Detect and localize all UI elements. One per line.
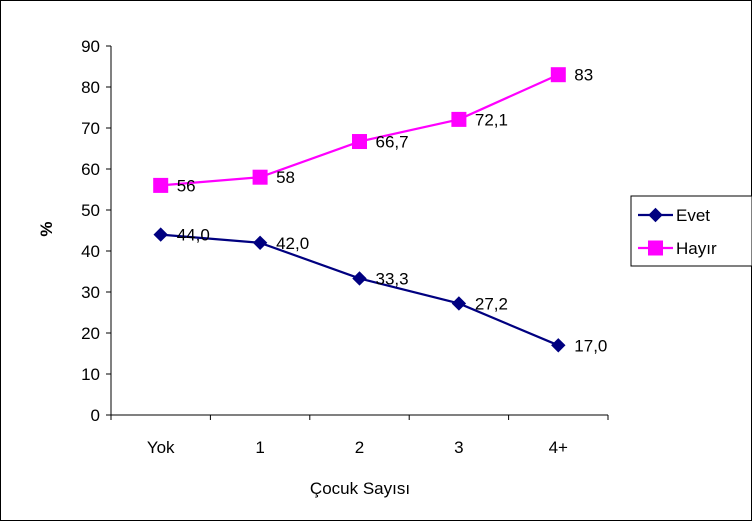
legend-marker-evet (648, 207, 663, 223)
data-label-hay-r: 83 (574, 66, 593, 85)
y-tick-label: 20 (81, 324, 100, 343)
x-tick-label: 3 (454, 438, 463, 457)
legend-marker-hay-r (648, 240, 663, 256)
x-tick-label: 1 (255, 438, 264, 457)
legend-item-evet: Evet (638, 206, 710, 225)
x-axis-title: Çocuk Sayısı (310, 479, 410, 498)
y-tick-label: 90 (81, 37, 100, 56)
data-label-evet: 42,0 (276, 234, 309, 253)
data-point-evet (352, 271, 367, 286)
legend-label-hay-r: Hayır (676, 239, 717, 258)
data-point-hay-r (451, 111, 467, 127)
y-tick-label: 0 (91, 406, 100, 425)
data-label-evet: 44,0 (177, 226, 210, 245)
data-point-hay-r (252, 169, 268, 185)
data-labels: 44,0 42,0 33,3 27,2 17,0 56 58 66,7 72,1 83 (177, 66, 608, 356)
data-point-evet (551, 338, 566, 353)
data-point-hay-r (352, 134, 367, 150)
data-label-hay-r: 56 (177, 176, 196, 195)
y-tick-label: 40 (81, 242, 100, 261)
y-tick-label: 30 (81, 283, 100, 302)
y-tick-label: 80 (81, 78, 100, 97)
data-point-evet (153, 227, 168, 242)
data-label-hay-r: 58 (276, 168, 295, 187)
y-tick-label: 70 (81, 119, 100, 138)
y-tick-label: 60 (81, 160, 100, 179)
legend-item-hay-r: Hayır (638, 239, 717, 258)
data-label-hay-r: 72,1 (475, 110, 508, 129)
y-tick-label: 50 (81, 201, 100, 220)
data-label-evet: 33,3 (376, 269, 409, 288)
y-axis-title: % (37, 221, 56, 236)
x-tick-label: 2 (355, 438, 364, 457)
data-point-hay-r (153, 177, 169, 193)
x-tick-label: Yok (147, 438, 175, 457)
data-label-evet: 27,2 (475, 294, 508, 313)
legend-label-evet: Evet (676, 206, 710, 225)
data-label-evet: 17,0 (574, 336, 607, 355)
series-hay-r (153, 67, 566, 193)
data-point-evet (252, 235, 268, 251)
data-point-evet (451, 296, 467, 311)
axes: 0 10 20 30 40 50 60 70 80 90 Yok 1 2 3 4+ (81, 37, 609, 457)
x-tick-label: 4+ (549, 438, 568, 457)
data-label-hay-r: 66,7 (376, 133, 409, 152)
series-evet (153, 227, 566, 353)
y-tick-label: 10 (81, 365, 100, 384)
data-point-hay-r (550, 67, 566, 83)
series-layer (153, 67, 566, 353)
legend: Evet Hayır (630, 195, 752, 267)
